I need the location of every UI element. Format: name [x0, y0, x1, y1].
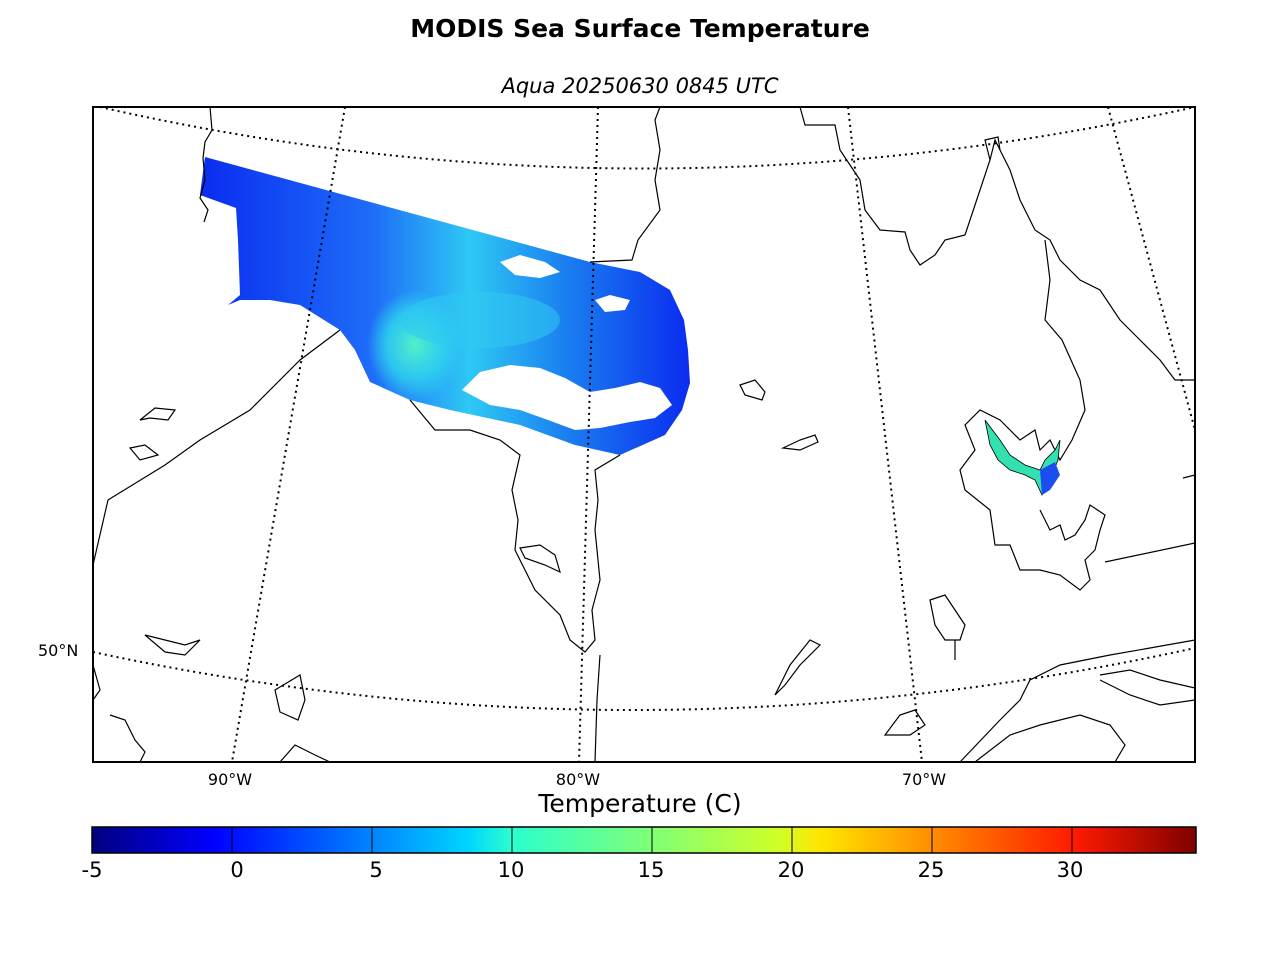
warm-sst-band: [400, 292, 560, 348]
graticule: [93, 107, 1195, 762]
sst-inland-patch: [1040, 462, 1060, 495]
lon-label-70w: 70°W: [901, 770, 947, 789]
map-frame: [92, 106, 1196, 763]
cloud-gap: [500, 255, 560, 278]
colorbar-tick-label: 30: [1056, 858, 1084, 882]
coastlines: [93, 107, 1195, 762]
colorbar: [91, 826, 1197, 854]
map-area: [93, 107, 1195, 762]
lon-label-80w: 80°W: [555, 770, 601, 789]
colorbar-ticks: [231, 827, 1073, 853]
colorbar-tick-label: 10: [497, 858, 525, 882]
colorbar-tick-label: 20: [777, 858, 805, 882]
colorbar-tick-label: 0: [230, 858, 244, 882]
lat-label-50n: 50°N: [38, 641, 79, 660]
lon-label-90w: 90°W: [207, 770, 253, 789]
colorbar-tick-label: 25: [917, 858, 945, 882]
cloud-gap: [462, 365, 672, 430]
cloud-gap: [595, 295, 630, 312]
colorbar-title: Temperature (C): [538, 789, 742, 818]
chart-subtitle: Aqua 20250630 0845 UTC: [501, 74, 779, 98]
colorbar-tick-label: 5: [369, 858, 383, 882]
colorbar-tick-label: 15: [637, 858, 665, 882]
colorbar-tick-label: -5: [81, 858, 103, 882]
chart-title: MODIS Sea Surface Temperature: [410, 14, 870, 43]
